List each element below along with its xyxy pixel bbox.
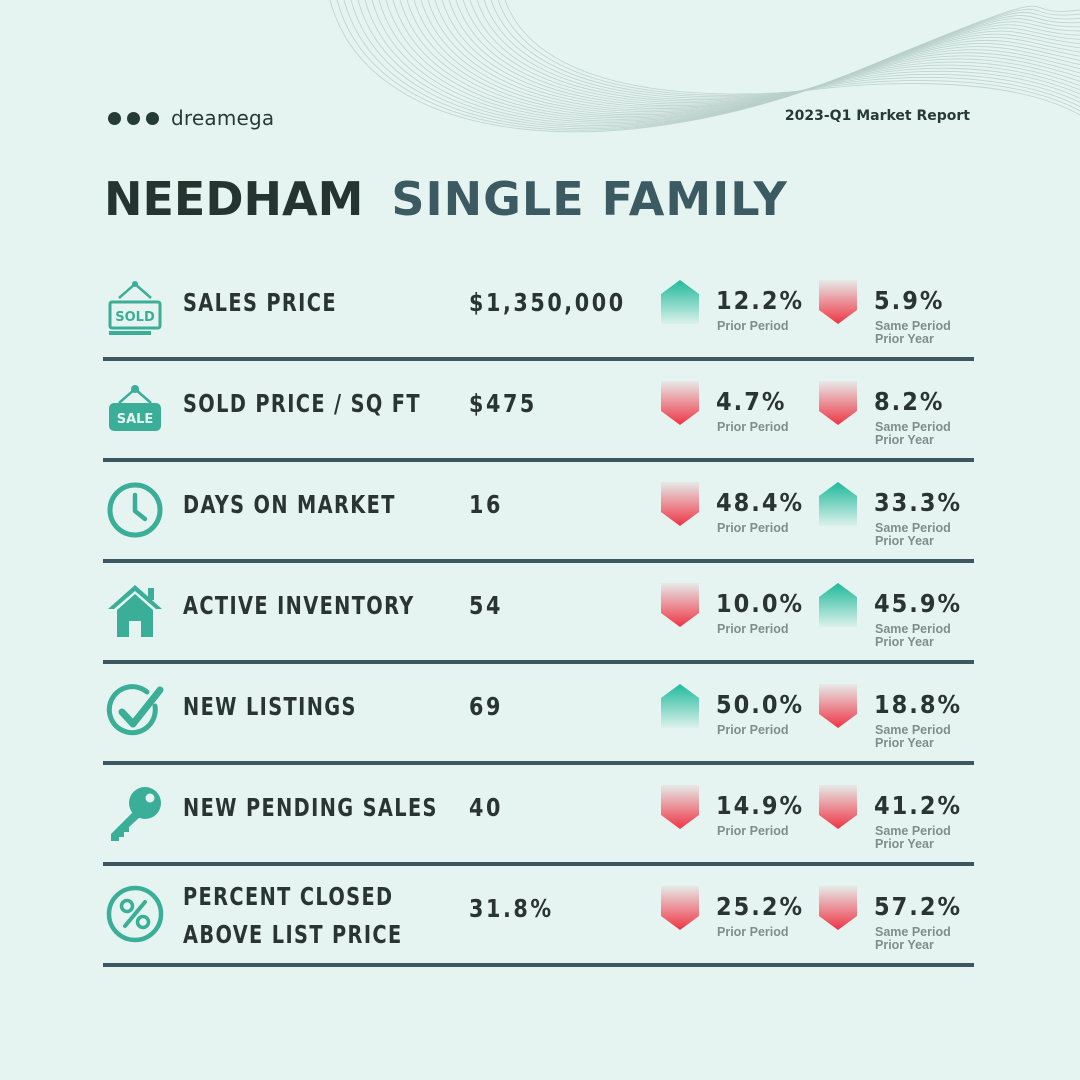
title-city: NEEDHAM <box>104 172 364 226</box>
change-same-period-prior-year: 8.2% Same Period Prior Year <box>819 381 969 447</box>
change-percent: 57.2% <box>874 892 963 921</box>
down-arrow-icon <box>661 482 699 526</box>
metric-label: SOLD PRICE / SQ FT <box>183 389 421 418</box>
svg-text:SOLD: SOLD <box>115 310 155 325</box>
house-icon <box>108 585 162 637</box>
clock-icon <box>107 482 163 538</box>
change-prior-period: 50.0% Prior Period <box>661 684 811 744</box>
metric-label: SALES PRICE <box>183 288 337 317</box>
change-caption: Same Period Prior Year <box>875 925 951 952</box>
change-caption: Same Period Prior Year <box>875 723 951 750</box>
change-prior-period: 4.7% Prior Period <box>661 381 811 441</box>
report-period-label: 2023-Q1 Market Report <box>784 108 970 124</box>
brand-name: dreamega <box>171 106 275 130</box>
change-percent: 5.9% <box>874 286 945 315</box>
change-caption: Prior Period <box>717 622 789 636</box>
brand-logo: dreamega <box>108 104 274 132</box>
change-percent: 8.2% <box>874 387 945 416</box>
change-caption: Prior Period <box>717 925 789 939</box>
change-caption: Same Period Prior Year <box>875 521 951 548</box>
change-same-period-prior-year: 33.3% Same Period Prior Year <box>819 482 969 548</box>
brand-dots-icon <box>108 111 159 125</box>
metric-value: 40 <box>469 793 503 822</box>
sold-sign-icon: SOLD <box>108 281 162 335</box>
change-prior-period: 25.2% Prior Period <box>661 886 811 946</box>
change-prior-period: 48.4% Prior Period <box>661 482 811 542</box>
sale-tag-icon: SALE <box>109 385 161 431</box>
change-caption: Prior Period <box>717 319 789 333</box>
metric-value: 69 <box>469 692 503 721</box>
change-percent: 45.9% <box>874 589 963 618</box>
change-caption: Same Period Prior Year <box>875 622 951 649</box>
down-arrow-icon <box>661 381 699 425</box>
change-percent: 25.2% <box>716 892 805 921</box>
svg-text:SALE: SALE <box>117 412 154 427</box>
metric-value: $1,350,000 <box>469 288 626 317</box>
checkmark-icon <box>106 684 164 736</box>
change-percent: 48.4% <box>716 488 805 517</box>
up-arrow-icon <box>819 482 857 526</box>
metric-label: NEW LISTINGS <box>183 692 357 721</box>
percent-icon <box>106 885 164 943</box>
change-same-period-prior-year: 41.2% Same Period Prior Year <box>819 785 969 851</box>
change-prior-period: 10.0% Prior Period <box>661 583 811 643</box>
metrics-list: SOLD SALES PRICE $1,350,000 12.2% Prior … <box>103 260 974 967</box>
change-percent: 50.0% <box>716 690 805 719</box>
change-same-period-prior-year: 45.9% Same Period Prior Year <box>819 583 969 649</box>
metric-value: 54 <box>469 591 503 620</box>
change-caption: Same Period Prior Year <box>875 319 951 346</box>
metric-value: 16 <box>469 490 503 519</box>
metric-row-new-listings: NEW LISTINGS 69 50.0% Prior Period 18.8%… <box>103 664 974 765</box>
change-percent: 41.2% <box>874 791 963 820</box>
down-arrow-icon <box>819 785 857 829</box>
down-arrow-icon <box>819 381 857 425</box>
change-percent: 18.8% <box>874 690 963 719</box>
change-percent: 33.3% <box>874 488 963 517</box>
metric-row-sold-price-per-sqft: SALE SOLD PRICE / SQ FT $475 4.7% Prior … <box>103 361 974 462</box>
metric-value: $475 <box>469 389 537 418</box>
metric-row-days-on-market: DAYS ON MARKET 16 48.4% Prior Period 33.… <box>103 462 974 563</box>
decorative-wave-lines <box>329 0 1080 133</box>
change-prior-period: 14.9% Prior Period <box>661 785 811 845</box>
metric-row-sales-price: SOLD SALES PRICE $1,350,000 12.2% Prior … <box>103 260 974 361</box>
change-percent: 10.0% <box>716 589 805 618</box>
change-caption: Prior Period <box>717 521 789 535</box>
metric-row-percent-closed-above-list: PERCENT CLOSED ABOVE LIST PRICE 31.8% 25.… <box>103 866 974 967</box>
change-same-period-prior-year: 5.9% Same Period Prior Year <box>819 280 969 346</box>
up-arrow-icon <box>819 583 857 627</box>
change-caption: Prior Period <box>717 824 789 838</box>
page-title: NEEDHAM SINGLE FAMILY <box>104 172 788 226</box>
change-caption: Prior Period <box>717 420 789 434</box>
change-percent: 12.2% <box>716 286 805 315</box>
down-arrow-icon <box>661 886 699 930</box>
down-arrow-icon <box>661 583 699 627</box>
change-caption: Prior Period <box>717 723 789 737</box>
down-arrow-icon <box>819 280 857 324</box>
change-caption: Same Period Prior Year <box>875 420 951 447</box>
down-arrow-icon <box>819 684 857 728</box>
change-prior-period: 12.2% Prior Period <box>661 280 811 340</box>
metric-value: 31.8% <box>469 894 554 923</box>
metric-label: NEW PENDING SALES <box>183 793 438 822</box>
metric-row-new-pending-sales: NEW PENDING SALES 40 14.9% Prior Period … <box>103 765 974 866</box>
down-arrow-icon <box>819 886 857 930</box>
down-arrow-icon <box>661 785 699 829</box>
up-arrow-icon <box>661 280 699 324</box>
change-caption: Same Period Prior Year <box>875 824 951 851</box>
change-same-period-prior-year: 18.8% Same Period Prior Year <box>819 684 969 750</box>
title-property-type: SINGLE FAMILY <box>391 172 788 226</box>
metric-row-active-inventory: ACTIVE INVENTORY 54 10.0% Prior Period 4… <box>103 563 974 664</box>
up-arrow-icon <box>661 684 699 728</box>
change-same-period-prior-year: 57.2% Same Period Prior Year <box>819 886 969 952</box>
metric-label: PERCENT CLOSED ABOVE LIST PRICE <box>183 882 403 949</box>
change-percent: 14.9% <box>716 791 805 820</box>
key-icon <box>111 787 161 841</box>
metric-label: ACTIVE INVENTORY <box>183 591 415 620</box>
metric-label: DAYS ON MARKET <box>183 490 396 519</box>
change-percent: 4.7% <box>716 387 787 416</box>
